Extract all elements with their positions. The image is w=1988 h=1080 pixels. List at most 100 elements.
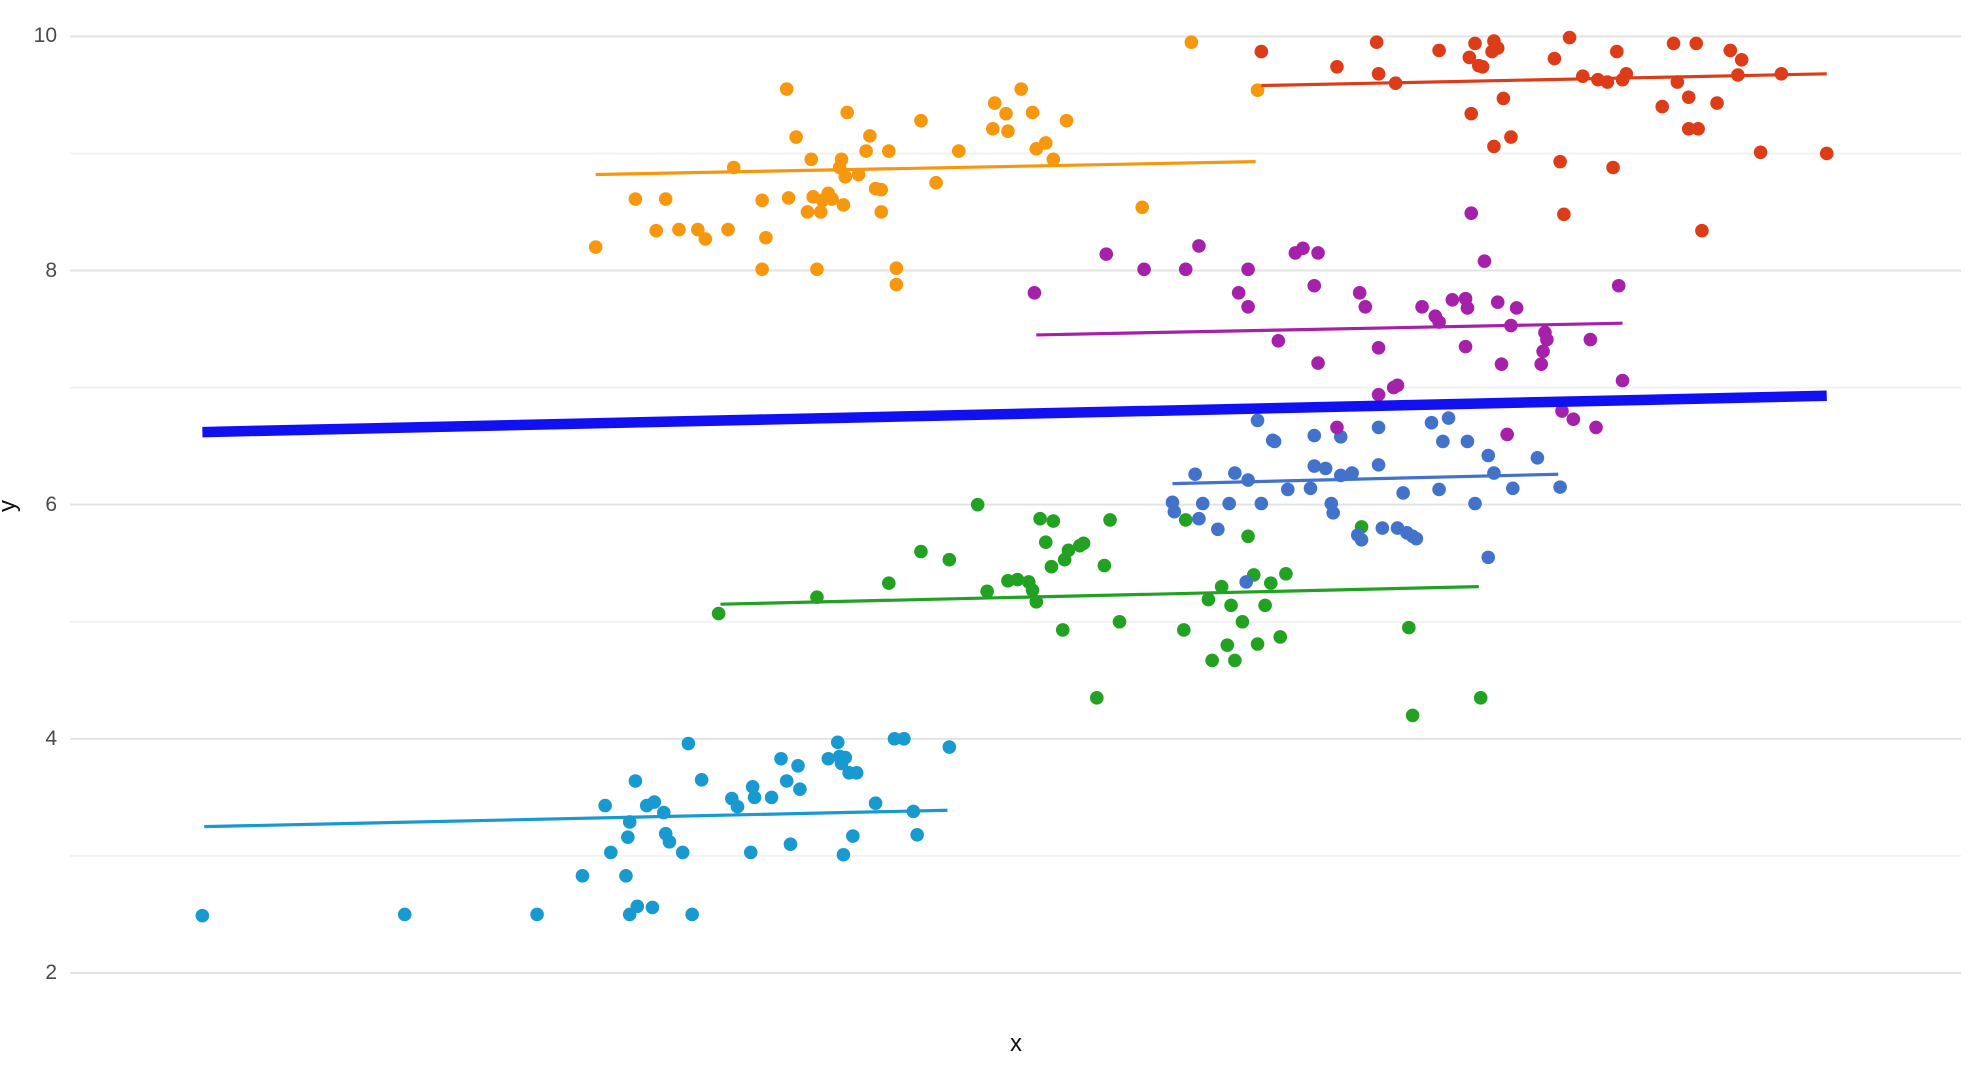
data-point [1504, 130, 1518, 144]
series-group-orange [588, 35, 1265, 292]
data-point [1371, 340, 1386, 355]
data-point [1112, 614, 1127, 629]
data-point [1681, 122, 1696, 136]
data-point [622, 815, 637, 829]
data-point [1038, 535, 1053, 549]
data-point [889, 277, 904, 292]
data-point [1046, 514, 1061, 528]
data-point [1487, 139, 1501, 154]
data-point [1318, 461, 1333, 476]
data-point [1506, 481, 1520, 496]
data-point [1354, 533, 1369, 547]
data-point [1231, 285, 1246, 300]
data-point [970, 497, 985, 512]
data-point [1099, 247, 1114, 261]
data-point [882, 576, 896, 590]
data-point [830, 735, 845, 750]
data-point [1615, 373, 1630, 388]
data-point [1228, 653, 1242, 668]
data-point [779, 774, 794, 788]
data-point [1710, 96, 1724, 110]
data-point [1307, 459, 1322, 473]
data-point [1445, 292, 1460, 307]
data-point [1358, 300, 1373, 314]
data-point [838, 170, 853, 184]
data-point [1311, 246, 1325, 260]
data-point [1432, 315, 1446, 329]
data-point [874, 205, 889, 219]
data-point [1001, 124, 1015, 138]
data-point [846, 829, 860, 843]
data-point [764, 790, 779, 805]
series-group-cyan [195, 732, 957, 923]
data-point [1666, 36, 1681, 51]
data-point [628, 774, 643, 788]
data-point [1490, 295, 1505, 309]
data-point [588, 240, 603, 254]
data-point [897, 732, 911, 746]
data-point [1273, 630, 1288, 644]
data-point [745, 780, 760, 794]
data-point [1432, 43, 1446, 58]
data-point [1464, 206, 1479, 220]
data-point [1600, 75, 1615, 89]
data-point [1307, 278, 1322, 293]
data-point [1405, 708, 1420, 723]
data-point [942, 552, 957, 567]
data-point [1046, 152, 1061, 167]
data-point [1178, 262, 1193, 277]
data-point [1038, 136, 1053, 150]
data-point [1458, 339, 1473, 354]
data-point [980, 584, 994, 599]
data-point [1576, 69, 1590, 83]
data-point [1371, 420, 1386, 435]
data-point [1481, 448, 1496, 463]
data-point [1610, 44, 1624, 59]
data-point [1436, 434, 1450, 449]
data-point [1250, 637, 1265, 651]
data-point [1390, 378, 1405, 393]
data-point [630, 899, 645, 914]
data-point [721, 222, 735, 237]
data-point [1424, 415, 1439, 430]
y-tick-label: 10 [33, 24, 57, 48]
data-point [1490, 41, 1505, 55]
data-point [1371, 387, 1386, 402]
data-point [621, 830, 635, 844]
data-point [1250, 413, 1265, 428]
data-point [1734, 52, 1749, 67]
data-point [1214, 579, 1229, 594]
data-point [1303, 481, 1318, 496]
data-point [759, 230, 773, 245]
data-point [1655, 99, 1670, 114]
data-point [1509, 301, 1524, 315]
data-point [1477, 254, 1492, 268]
data-point [1345, 466, 1359, 480]
data-point [1239, 575, 1254, 589]
data-point [1188, 467, 1202, 482]
data-point [1562, 30, 1577, 45]
data-point [1441, 411, 1456, 425]
data-point [1432, 482, 1446, 497]
data-point [779, 82, 794, 96]
data-point [834, 152, 849, 167]
data-point [1540, 332, 1554, 347]
data-point [942, 740, 957, 754]
data-point [1409, 531, 1424, 546]
data-point [1819, 146, 1834, 161]
data-point [1176, 623, 1191, 637]
data-point [1014, 82, 1028, 96]
data-point [1371, 458, 1386, 472]
data-point [1481, 550, 1496, 565]
data-point [1375, 521, 1390, 535]
data-point [1296, 241, 1310, 256]
data-point [1178, 513, 1193, 527]
data-point [685, 907, 699, 922]
data-point [1500, 427, 1514, 442]
data-point [1135, 200, 1149, 215]
data-point [1241, 529, 1255, 544]
series-group-green [711, 497, 1488, 723]
data-point [530, 907, 544, 922]
